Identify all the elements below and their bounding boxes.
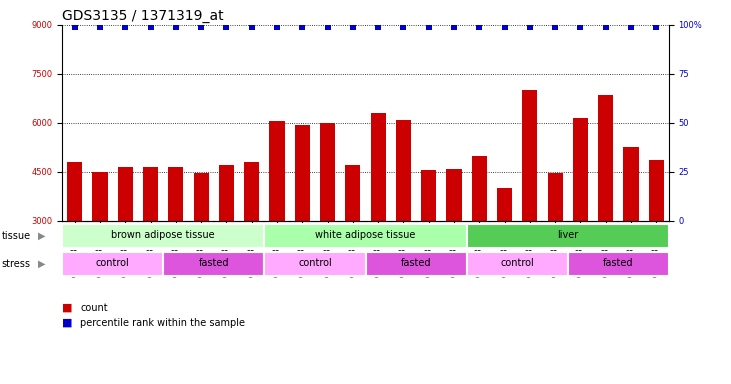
- Bar: [67, 162, 83, 221]
- Bar: [118, 167, 133, 221]
- Bar: [265, 224, 466, 248]
- Bar: [471, 156, 487, 221]
- Bar: [648, 161, 664, 221]
- Bar: [219, 166, 234, 221]
- Text: fasted: fasted: [603, 258, 634, 268]
- Bar: [395, 120, 411, 221]
- Bar: [163, 252, 265, 276]
- Text: ▶: ▶: [38, 231, 45, 241]
- Text: ▶: ▶: [38, 259, 45, 269]
- Text: count: count: [80, 303, 108, 313]
- Bar: [568, 252, 669, 276]
- Bar: [244, 162, 260, 221]
- Bar: [62, 252, 163, 276]
- Bar: [320, 123, 335, 221]
- Bar: [371, 113, 386, 221]
- Bar: [466, 224, 669, 248]
- Bar: [194, 174, 209, 221]
- Bar: [295, 124, 310, 221]
- Bar: [447, 169, 461, 221]
- Text: control: control: [96, 258, 129, 268]
- Text: fasted: fasted: [401, 258, 431, 268]
- Bar: [92, 172, 107, 221]
- Text: fasted: fasted: [199, 258, 229, 268]
- Text: control: control: [500, 258, 534, 268]
- Text: stress: stress: [1, 259, 31, 269]
- Bar: [421, 170, 436, 221]
- Text: control: control: [298, 258, 332, 268]
- Bar: [624, 147, 638, 221]
- Text: ■: ■: [62, 318, 72, 328]
- Text: ■: ■: [62, 303, 72, 313]
- Text: percentile rank within the sample: percentile rank within the sample: [80, 318, 246, 328]
- Bar: [573, 118, 588, 221]
- Text: white adipose tissue: white adipose tissue: [315, 230, 416, 240]
- Bar: [366, 252, 466, 276]
- Text: tissue: tissue: [1, 231, 31, 241]
- Text: liver: liver: [557, 230, 578, 240]
- Bar: [345, 166, 360, 221]
- Bar: [143, 167, 158, 221]
- Bar: [466, 252, 568, 276]
- Bar: [598, 95, 613, 221]
- Bar: [497, 188, 512, 221]
- Bar: [168, 167, 183, 221]
- Bar: [270, 121, 284, 221]
- Bar: [522, 90, 537, 221]
- Bar: [548, 174, 563, 221]
- Bar: [265, 252, 366, 276]
- Bar: [62, 224, 265, 248]
- Text: brown adipose tissue: brown adipose tissue: [111, 230, 215, 240]
- Text: GDS3135 / 1371319_at: GDS3135 / 1371319_at: [62, 8, 224, 23]
